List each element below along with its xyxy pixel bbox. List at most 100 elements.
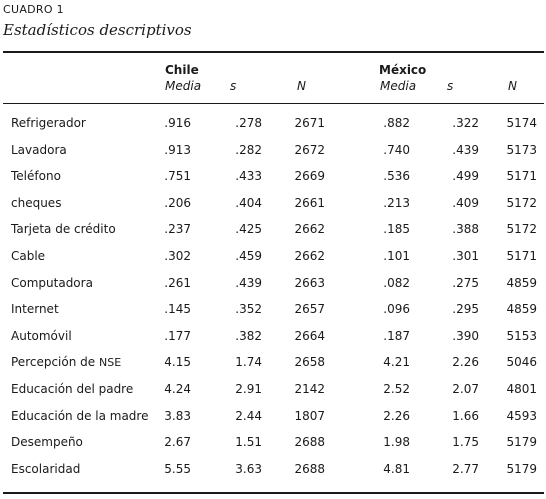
cell-chile-n: 2658 [294,355,325,370]
cell-chile-media: 3.83 [164,408,191,423]
table-row: Desempeño 2.67 1.51 2688 1.98 1.75 5179 [0,429,546,455]
cell-chile-s: .439 [235,275,262,290]
cell-chile-media: .237 [164,222,191,237]
row-label: Educación de la madre [11,409,148,423]
cell-chile-media: .751 [164,169,191,184]
cell-mexico-s: .390 [452,328,479,343]
cell-mexico-media: .187 [383,328,410,343]
cell-mexico-media: .536 [383,169,410,184]
cell-mexico-media: 1.98 [383,435,410,450]
col-header-chile-s: s [230,79,237,93]
cell-mexico-s: .322 [452,116,479,130]
cell-mexico-n: 5173 [506,142,537,157]
cell-chile-n: 2688 [294,461,325,476]
cell-chile-s: .382 [235,328,262,343]
cell-mexico-s: .409 [452,195,479,210]
cell-chile-s: 1.51 [235,435,262,450]
col-header-mexico-media: Media [380,79,417,93]
cell-mexico-s: 1.75 [452,435,479,450]
cell-chile-n: 2663 [294,275,325,290]
cell-mexico-n: 4801 [506,382,537,396]
row-label-text: Refrigerador [11,116,86,130]
col-header-chile-n: N [297,79,306,93]
row-label-text: Automóvil [11,328,72,343]
row-label-text: Educación de la madre [11,408,149,423]
cell-mexico-media: .740 [383,142,410,157]
cell-mexico-n: 4593 [506,408,537,423]
table-caption: CUADRO 1 [3,3,64,16]
cell-chile-n: 2664 [294,328,325,343]
cell-mexico-s: 2.77 [452,461,479,476]
cell-chile-media: .302 [164,249,191,263]
cell-chile-s: 2.44 [235,408,262,423]
group-header-chile: Chile [165,63,199,77]
cell-mexico-n: 5171 [506,169,537,184]
top-rule [3,51,544,53]
col-header-chile-media: Media [165,79,202,93]
cell-chile-media: .913 [164,142,191,157]
cell-chile-media: 4.15 [164,355,191,370]
row-label: Automóvil [11,329,72,343]
cell-chile-s: .404 [235,195,262,210]
row-label-text: Cable [11,249,46,263]
row-label-text: Computadora [11,275,93,290]
row-label: Computadora [11,276,93,290]
cell-chile-media: .916 [164,116,191,130]
table-row: Educación del padre 4.24 2.91 2142 2.52 2.07 4… [0,376,546,402]
cell-chile-media: .261 [164,275,191,290]
cell-mexico-n: 4859 [506,302,537,317]
cell-chile-s: .282 [235,142,262,157]
row-label-text: cheques [11,195,62,210]
row-label: Tarjeta de crédito [11,222,116,236]
cell-chile-media: .145 [164,302,191,317]
table-row: Internet .145 .352 2657 .096 .295 4859 [0,296,546,322]
row-label: Educación del padre [11,382,133,396]
cell-mexico-s: .301 [452,249,479,263]
row-label-text: Educación del padre [11,382,134,396]
cell-mexico-n: 5179 [506,461,537,476]
row-label: Percepción de NSE [11,355,121,369]
row-label-text: Escolaridad [11,461,81,476]
row-label-text: Teléfono [11,169,61,184]
cell-mexico-n: 4859 [506,275,537,290]
cell-mexico-media: .185 [383,222,410,237]
cell-mexico-n: 5179 [506,435,537,450]
cell-mexico-n: 5172 [506,222,537,237]
cell-chile-s: 2.91 [235,382,262,396]
row-label: cheques [11,196,61,210]
cell-mexico-s: .275 [452,275,479,290]
cell-chile-media: 2.67 [164,435,191,450]
col-header-mexico-n: N [508,79,517,93]
cell-chile-s: .278 [235,116,262,130]
cell-mexico-media: .882 [383,116,410,130]
cell-mexico-n: 5174 [506,116,537,130]
cell-chile-s: .433 [235,169,262,184]
cell-mexico-s: 2.07 [452,382,479,396]
cell-chile-media: 5.55 [164,461,191,476]
row-label: Lavadora [11,143,67,157]
table-title: Estadísticos descriptivos [3,21,192,39]
cell-mexico-n: 5172 [506,195,537,210]
cell-mexico-s: .499 [452,169,479,184]
row-label: Escolaridad [11,462,80,476]
cell-chile-n: 2662 [294,222,325,237]
table-row: Computadora .261 .439 2663 .082 .275 4859 [0,270,546,296]
row-label-text: Tarjeta de crédito [11,222,116,237]
row-label-text: Desempeño [11,435,83,450]
cell-chile-media: .177 [164,328,191,343]
table-row: Tarjeta de crédito .237 .425 2662 .185 .388 51… [0,216,546,242]
table-row: Lavadora .913 .282 2672 .740 .439 5173 [0,137,546,163]
cell-chile-media: .206 [164,195,191,210]
col-header-mexico-s: s [447,79,454,93]
cell-chile-n: 2661 [294,195,325,210]
cell-mexico-s: .295 [452,302,479,317]
cell-mexico-media: 2.26 [383,408,410,423]
cell-mexico-media: .082 [383,275,410,290]
cell-mexico-media: .096 [383,302,410,317]
table-row: Automóvil .177 .382 2664 .187 .390 5153 [0,323,546,349]
table-row: Teléfono .751 .433 2669 .536 .499 5171 [0,163,546,189]
row-label: Cable [11,249,45,263]
cell-chile-s: 3.63 [235,461,262,476]
cell-chile-n: 2688 [294,435,325,450]
cell-mexico-s: 1.66 [452,408,479,423]
